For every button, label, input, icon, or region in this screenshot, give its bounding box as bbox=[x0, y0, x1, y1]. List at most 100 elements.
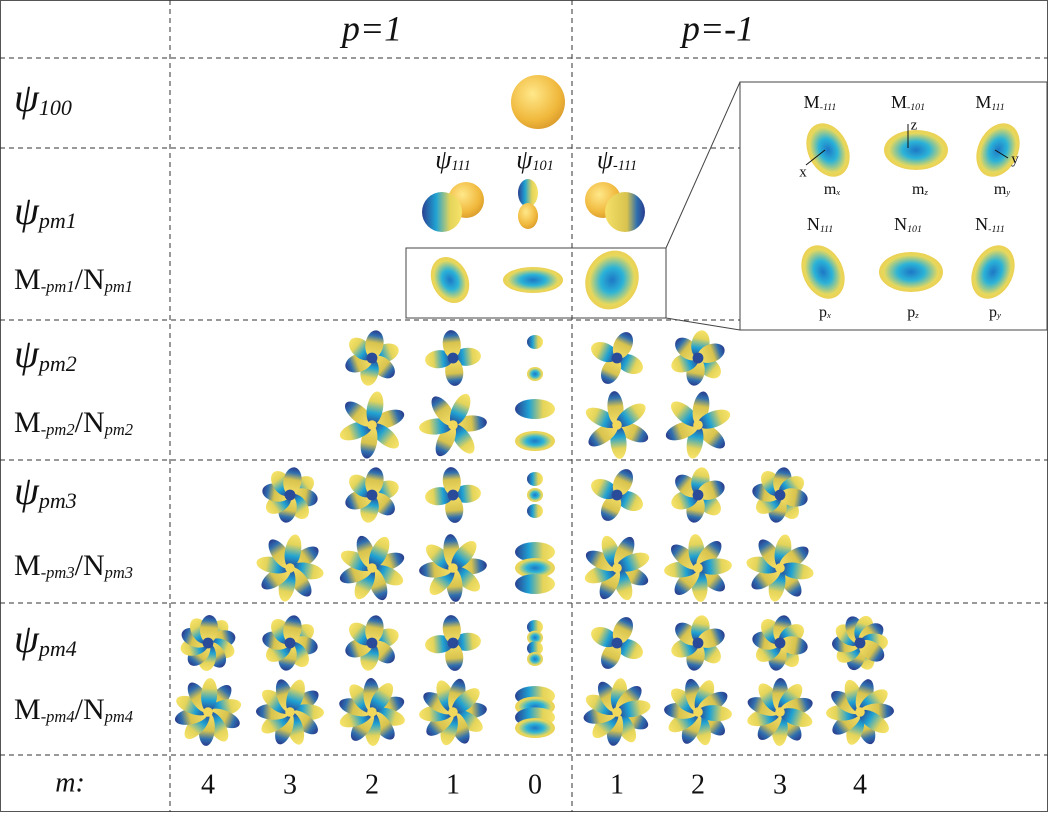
orbital bbox=[664, 678, 732, 746]
zoom-box bbox=[405, 247, 667, 319]
orbital bbox=[262, 615, 318, 671]
lobe bbox=[616, 700, 651, 718]
lobe bbox=[340, 550, 373, 572]
label: M-pm3/Npm3 bbox=[14, 549, 133, 582]
core bbox=[367, 563, 377, 573]
m-label: m: bbox=[55, 767, 85, 798]
lobe bbox=[697, 423, 726, 449]
subscript: -pm4 bbox=[41, 707, 75, 726]
donut bbox=[806, 123, 850, 177]
lobe bbox=[697, 705, 732, 722]
base: ψ bbox=[14, 188, 40, 233]
lobe bbox=[339, 421, 373, 441]
subscript: x bbox=[826, 310, 831, 320]
core bbox=[447, 489, 459, 501]
core bbox=[692, 637, 704, 649]
lobe bbox=[442, 330, 461, 359]
subscript: -pm1 bbox=[41, 277, 75, 296]
core bbox=[854, 637, 866, 649]
orbital bbox=[419, 393, 487, 457]
subscript: 111 bbox=[451, 158, 470, 174]
label: M-111 bbox=[804, 92, 837, 113]
donut bbox=[884, 130, 948, 170]
orbital bbox=[339, 678, 405, 746]
label: N101 bbox=[894, 214, 922, 235]
zoom-line bbox=[665, 81, 741, 249]
label: ψ100 bbox=[14, 75, 72, 120]
orbital bbox=[671, 330, 725, 386]
subscript: -pm3 bbox=[41, 563, 75, 582]
orbital bbox=[256, 679, 324, 745]
orbital bbox=[425, 615, 481, 671]
lobe bbox=[365, 467, 384, 496]
core bbox=[285, 563, 295, 573]
label: mx bbox=[824, 181, 840, 198]
base: M bbox=[14, 549, 41, 582]
orbital bbox=[174, 678, 242, 746]
core bbox=[612, 563, 622, 573]
core bbox=[202, 637, 214, 649]
orbital bbox=[747, 678, 813, 746]
lobe bbox=[366, 391, 384, 426]
lobe bbox=[613, 536, 635, 569]
lobe bbox=[515, 399, 555, 419]
subscript: 100 bbox=[39, 95, 72, 120]
core bbox=[855, 707, 865, 717]
lobe bbox=[452, 347, 481, 366]
base: N bbox=[807, 214, 820, 234]
core bbox=[775, 563, 785, 573]
lobe bbox=[527, 652, 543, 666]
lobe bbox=[365, 615, 384, 644]
subscript: pm1 bbox=[104, 277, 133, 296]
lobe bbox=[451, 540, 477, 569]
lobe bbox=[369, 683, 394, 713]
lobe bbox=[451, 424, 475, 454]
orbital bbox=[345, 467, 399, 523]
lobe bbox=[605, 192, 645, 232]
lobe bbox=[445, 642, 464, 671]
orbital bbox=[752, 615, 808, 671]
axis-label: x bbox=[799, 164, 807, 180]
lobe bbox=[616, 490, 643, 511]
row-dividers bbox=[0, 57, 1048, 756]
orbital bbox=[584, 535, 650, 601]
core bbox=[448, 563, 458, 573]
core bbox=[611, 352, 623, 364]
orbital bbox=[419, 534, 487, 602]
label: M-pm1/Npm1 bbox=[14, 263, 133, 296]
orbital bbox=[585, 391, 649, 459]
base: ψ bbox=[597, 145, 614, 174]
m-value: 4 bbox=[201, 769, 215, 800]
label: M-pm4/Npm4 bbox=[14, 693, 133, 726]
subscript: -111 bbox=[820, 102, 837, 113]
subscript: -111 bbox=[988, 224, 1005, 235]
lobe bbox=[283, 615, 302, 644]
lobe bbox=[779, 636, 808, 655]
label: ψ111 bbox=[435, 145, 470, 174]
m-value: 1 bbox=[446, 769, 460, 800]
lobe bbox=[515, 574, 555, 594]
lobe bbox=[591, 479, 618, 500]
core bbox=[203, 707, 213, 717]
orbital bbox=[180, 615, 236, 671]
subscript: pm4 bbox=[37, 636, 77, 661]
subscript: 101 bbox=[907, 224, 922, 235]
label: M111 bbox=[975, 92, 1004, 113]
lobe bbox=[518, 203, 538, 229]
label: pz bbox=[907, 304, 919, 321]
lobe bbox=[612, 617, 633, 644]
lobe bbox=[515, 718, 555, 738]
base: M bbox=[891, 92, 907, 112]
lobe bbox=[442, 615, 461, 644]
lobe bbox=[284, 534, 302, 569]
core bbox=[447, 352, 459, 364]
zoom-line bbox=[665, 317, 741, 331]
donut bbox=[430, 256, 470, 304]
base: M bbox=[975, 92, 991, 112]
core bbox=[611, 637, 623, 649]
lobe bbox=[585, 550, 618, 572]
label: ψpm1 bbox=[14, 188, 77, 233]
lobe bbox=[451, 688, 480, 714]
lobe bbox=[518, 179, 538, 207]
core bbox=[284, 489, 296, 501]
